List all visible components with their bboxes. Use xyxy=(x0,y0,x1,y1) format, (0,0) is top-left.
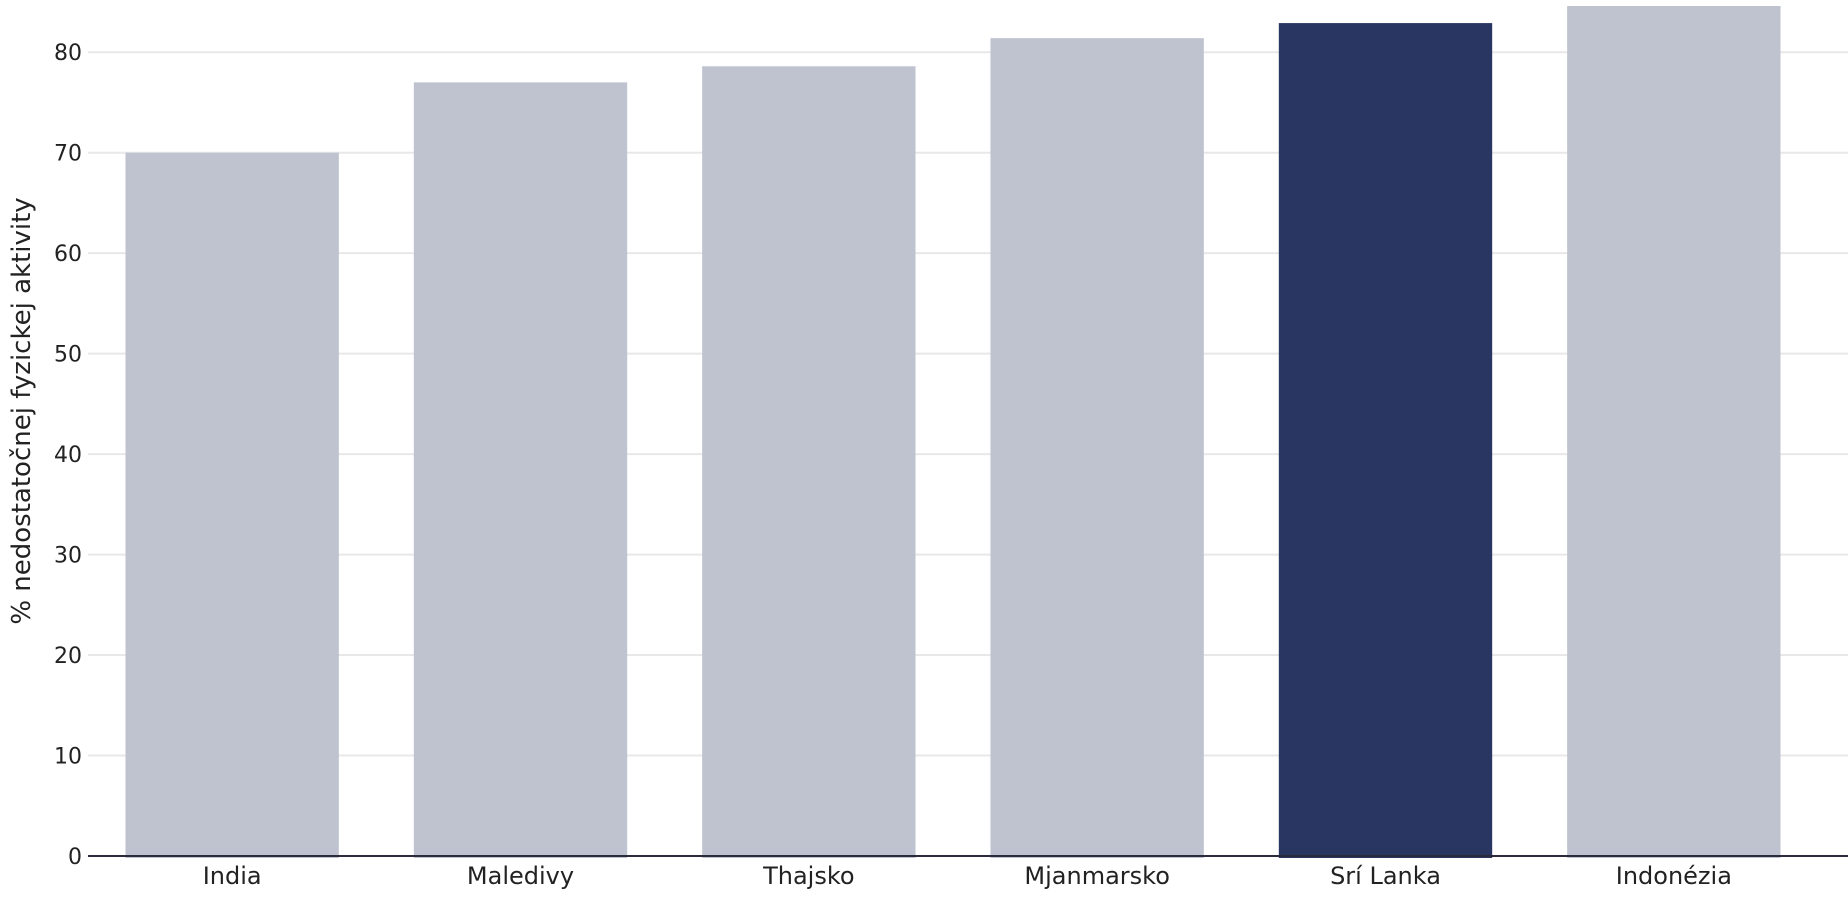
y-tick-label: 60 xyxy=(54,242,82,267)
x-tick-label: India xyxy=(203,862,262,890)
y-tick-label: 50 xyxy=(54,343,82,368)
y-tick-label: 40 xyxy=(54,443,82,468)
y-tick-label: 20 xyxy=(54,644,82,669)
y-tick-label: 0 xyxy=(68,845,82,870)
y-tick-label: 30 xyxy=(54,544,82,569)
bar-india xyxy=(125,152,339,858)
bars xyxy=(125,6,1781,859)
x-tick-label: Maledivy xyxy=(467,862,574,890)
gridlines xyxy=(88,51,1848,757)
bar-sr-lanka xyxy=(1278,23,1493,858)
y-tick-label: 10 xyxy=(54,745,82,770)
y-axis-title: % nedostatočnej fyzickej aktivity xyxy=(7,197,37,624)
bar-indon-zia xyxy=(1567,6,1781,858)
y-tick-labels: 0 10 20 30 40 50 60 70 80 xyxy=(54,41,82,870)
x-tick-labels: India Maledivy Thajsko Mjanmarsko Srí Lanka I… xyxy=(203,862,1732,890)
bar-maledivy xyxy=(413,82,628,859)
x-tick-label: Mjanmarsko xyxy=(1024,862,1169,890)
x-tick-label: Indonézia xyxy=(1616,862,1732,890)
bar-thajsko xyxy=(702,66,916,858)
x-tick-label: Srí Lanka xyxy=(1330,862,1441,890)
y-tick-label: 70 xyxy=(54,142,82,167)
x-tick-label: Thajsko xyxy=(762,862,854,890)
y-tick-label: 80 xyxy=(54,41,82,66)
bar-mjanmarsko xyxy=(990,38,1204,858)
